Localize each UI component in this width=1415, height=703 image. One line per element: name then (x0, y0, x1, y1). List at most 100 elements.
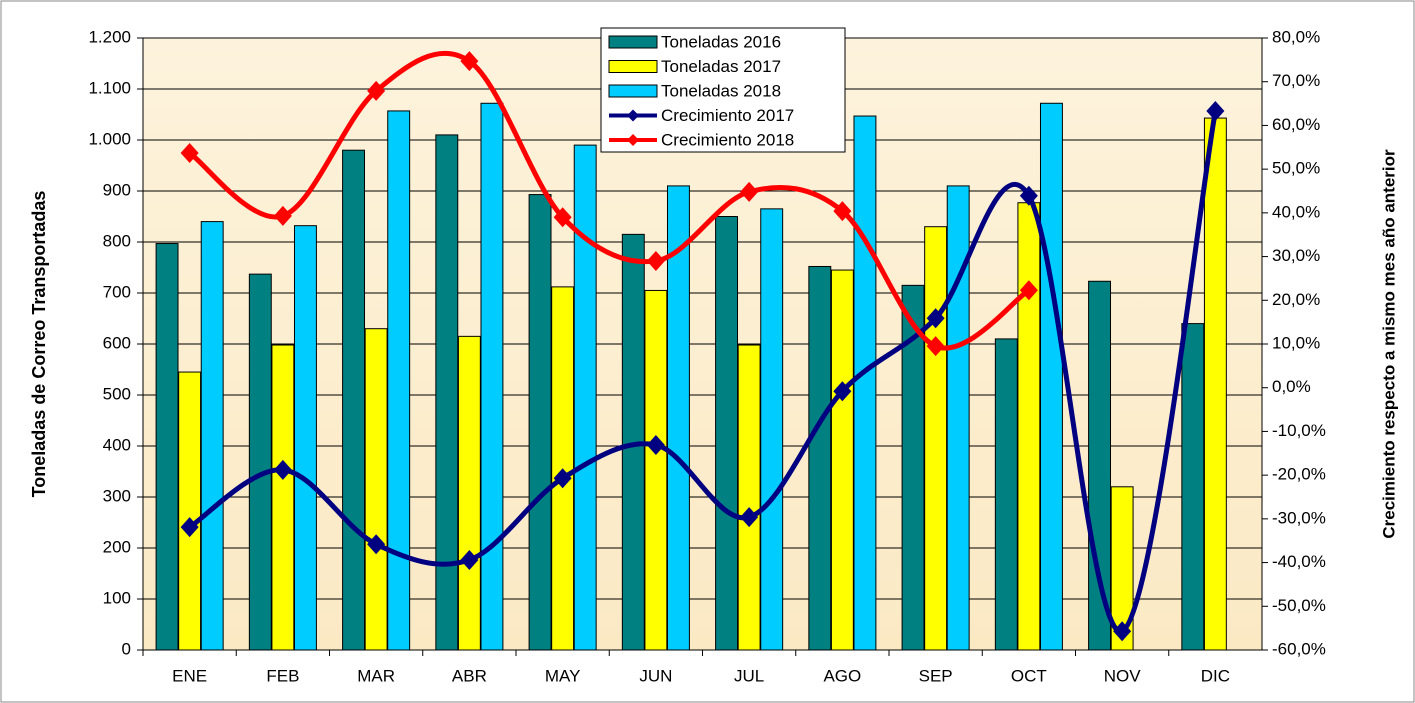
bar (808, 265, 832, 651)
bar (364, 328, 388, 651)
y-tick-label: 1.000 (88, 129, 131, 148)
marker (367, 534, 386, 555)
marker (833, 381, 852, 402)
y2-tick-label: 40,0% (1272, 202, 1320, 221)
bar (737, 344, 761, 651)
x-tick-label: ENE (172, 666, 207, 685)
y-axis-title: Toneladas de Correo Transportadas (29, 191, 49, 498)
marker (646, 434, 665, 455)
marker (273, 459, 292, 480)
y2-tick-label: -10,0% (1272, 421, 1326, 440)
legend-swatch (608, 35, 658, 49)
bar (924, 226, 948, 651)
bar (994, 338, 1018, 651)
bar (901, 284, 925, 651)
bar (853, 115, 877, 651)
bar (155, 243, 179, 651)
marker (740, 181, 759, 202)
y2-tick-label: -50,0% (1272, 596, 1326, 615)
y-tick-label: 0 (122, 639, 131, 658)
marker (180, 142, 199, 163)
bar (178, 371, 202, 651)
x-tick-label: FEB (266, 666, 299, 685)
x-tick-label: AGO (823, 666, 861, 685)
y-tick-label: 900 (103, 180, 131, 199)
line (188, 50, 1031, 351)
legend-label: Crecimiento 2018 (661, 130, 794, 149)
x-tick-label: MAY (545, 666, 581, 685)
bar (1110, 486, 1134, 651)
marker (833, 201, 852, 222)
bar (342, 149, 366, 651)
marker (460, 549, 479, 570)
marker (1113, 621, 1132, 642)
legend-label: Toneladas 2016 (661, 32, 781, 51)
y2-tick-label: 30,0% (1272, 246, 1320, 265)
y2-axis-title: Crecimiento respecto a mismo mes año ant… (1379, 149, 1398, 539)
x-tick-label: ABR (452, 666, 487, 685)
y2-tick-label: 10,0% (1272, 333, 1320, 352)
marker (553, 207, 572, 228)
y-tick-label: 500 (103, 384, 131, 403)
legend-swatch (608, 60, 658, 73)
x-tick-label: JUL (734, 666, 764, 685)
y2-tick-label: 0,0% (1272, 377, 1311, 396)
marker (553, 468, 572, 489)
marker (1019, 280, 1038, 301)
marker (646, 250, 665, 271)
y2-tick-label: -20,0% (1272, 465, 1326, 484)
legend-label: Crecimiento 2017 (661, 106, 794, 125)
y-tick-label: 200 (103, 537, 131, 556)
x-tick-label: JUN (639, 666, 672, 685)
bar (528, 194, 552, 651)
marker (926, 336, 945, 357)
y2-tick-label: 50,0% (1272, 159, 1320, 178)
bar (248, 273, 272, 651)
y2-tick-label: 20,0% (1272, 290, 1320, 309)
y-tick-label: 100 (103, 588, 131, 607)
bar (715, 216, 739, 651)
y2-tick-label: 60,0% (1272, 115, 1320, 134)
x-tick-label: NOV (1104, 666, 1142, 685)
bar (830, 269, 854, 651)
marker (367, 80, 386, 101)
legend-marker (627, 109, 639, 122)
bar (435, 134, 459, 651)
x-tick-label: MAR (357, 666, 395, 685)
marker (180, 517, 199, 538)
legend-marker (627, 134, 639, 146)
bar (760, 208, 784, 651)
y-tick-label: 400 (103, 435, 131, 454)
x-tick-label: OCT (1011, 666, 1047, 685)
y2-tick-label: 70,0% (1272, 71, 1320, 90)
line (188, 110, 1218, 634)
bar (644, 289, 668, 651)
y-tick-label: 300 (103, 486, 131, 505)
marker (1206, 101, 1225, 122)
y-tick-label: 700 (103, 282, 131, 301)
y2-tick-label: -60,0% (1272, 639, 1326, 658)
y-tick-label: 1.200 (88, 27, 131, 46)
legend-swatch (608, 84, 658, 98)
bar (1017, 202, 1041, 651)
y-tick-label: 800 (103, 231, 131, 250)
y2-tick-label: -30,0% (1272, 508, 1326, 527)
bar (666, 185, 690, 651)
marker (460, 51, 479, 72)
x-tick-label: DIC (1201, 666, 1230, 685)
bar (1203, 117, 1227, 651)
y2-tick-label: -40,0% (1272, 552, 1326, 571)
bar (200, 221, 224, 651)
y2-tick-label: 80,0% (1272, 27, 1320, 46)
bar (573, 144, 597, 651)
bar (457, 335, 481, 651)
legend-label: Toneladas 2018 (661, 81, 781, 100)
x-tick-label: SEP (919, 666, 953, 685)
bar (293, 225, 317, 651)
bar (1039, 102, 1063, 651)
bar (480, 102, 504, 651)
y-tick-label: 600 (103, 333, 131, 352)
bar (1088, 280, 1112, 651)
marker (1019, 185, 1038, 206)
